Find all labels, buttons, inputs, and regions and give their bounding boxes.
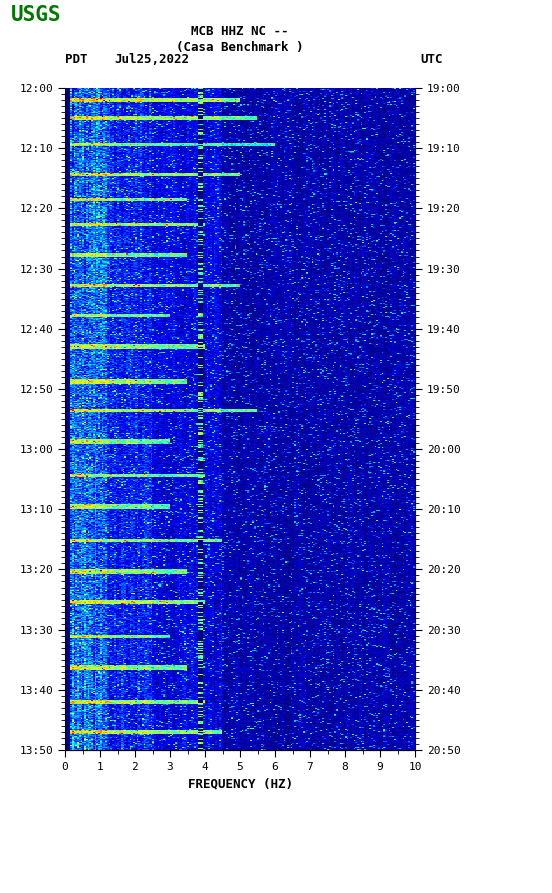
X-axis label: FREQUENCY (HZ): FREQUENCY (HZ) [188,778,293,790]
Text: (Casa Benchmark ): (Casa Benchmark ) [176,41,304,54]
Text: UTC: UTC [421,53,443,66]
Text: PDT: PDT [65,53,88,66]
Text: MCB HHZ NC --: MCB HHZ NC -- [191,25,289,38]
Text: USGS: USGS [11,5,61,25]
Text: Jul25,2022: Jul25,2022 [115,53,190,66]
